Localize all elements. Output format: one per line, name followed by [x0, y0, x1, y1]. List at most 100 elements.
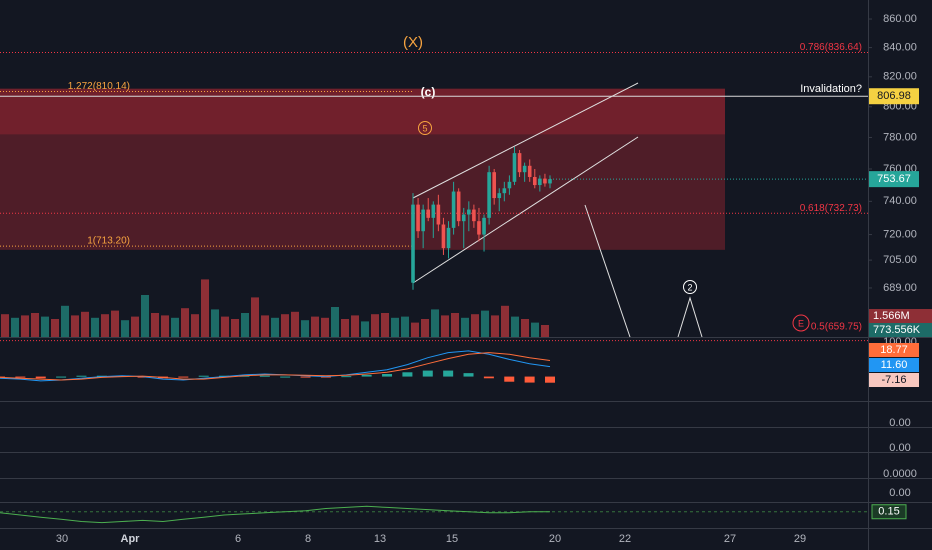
- price-tag-label: 753.67: [877, 173, 911, 185]
- candle-body: [538, 178, 542, 186]
- x-tick-label: 15: [446, 533, 458, 545]
- candle-body: [446, 227, 451, 249]
- candle-body: [532, 176, 537, 186]
- macd-hist: [239, 375, 250, 377]
- fib-label: 0.618(732.73): [800, 203, 862, 214]
- macd-tag: [869, 343, 919, 357]
- macd-hist: [178, 376, 189, 378]
- fib-label: 1.272(810.14): [68, 81, 130, 92]
- macd-hist: [463, 373, 474, 377]
- volume-tag-label: 1.566M: [873, 310, 910, 322]
- volume-bar: [101, 314, 109, 337]
- volume-bar: [41, 316, 49, 337]
- candle-body: [522, 165, 527, 173]
- candle-body: [467, 209, 471, 215]
- macd-hist: [198, 375, 209, 377]
- y-tick-label: 720.00: [883, 228, 917, 240]
- x-tick-label: 30: [56, 533, 68, 545]
- y-tick-label: 705.00: [883, 254, 917, 266]
- macd-hist: [280, 376, 291, 378]
- volume-tag-label: 773.556K: [873, 324, 921, 336]
- candle-body: [441, 224, 446, 249]
- x-tick-label: 22: [619, 533, 631, 545]
- y-tick-label: 740.00: [883, 195, 917, 207]
- candle-body: [477, 221, 481, 235]
- volume-bar: [251, 297, 259, 337]
- candle-body: [543, 178, 547, 184]
- volume-bar: [31, 313, 39, 337]
- volume-bar: [401, 316, 409, 337]
- volume-bar: [281, 314, 289, 337]
- volume-bar: [441, 315, 449, 337]
- candle-body: [426, 209, 431, 218]
- volume-bar: [381, 313, 389, 337]
- y-tick-label: 780.00: [883, 131, 917, 143]
- volume-bar: [311, 316, 319, 337]
- volume-tag: [869, 309, 932, 323]
- volume-bar: [91, 317, 99, 337]
- candle-body: [512, 153, 517, 182]
- candle-body: [527, 165, 532, 177]
- volume-bar: [291, 311, 299, 337]
- volume-bar: [481, 310, 489, 337]
- wave-line: [677, 296, 703, 338]
- y-tick-label: 0.00: [889, 487, 910, 499]
- macd-line: [0, 352, 551, 381]
- macd-hist: [382, 374, 393, 377]
- volume-bar: [151, 313, 159, 337]
- fib-label: 1(713.20): [87, 236, 130, 247]
- volume-bar: [181, 308, 189, 337]
- price-tag: [869, 171, 919, 188]
- volume-bar: [521, 319, 529, 337]
- x-tick-label: 29: [794, 533, 806, 545]
- candle-body: [436, 204, 441, 225]
- osc-tag: [871, 504, 907, 520]
- wave-label: (c): [421, 85, 436, 99]
- macd-hist: [545, 376, 555, 383]
- x-tick-label: Apr: [121, 533, 141, 545]
- fib-label: 0.786(836.64): [800, 42, 862, 53]
- channel-upper: [412, 82, 639, 199]
- volume-bar: [61, 305, 69, 337]
- volume-bar: [421, 319, 429, 337]
- macd-hist: [259, 375, 270, 377]
- volume-bar: [321, 317, 329, 337]
- wave-line: [584, 204, 631, 338]
- macd-tag-label: 18.77: [880, 344, 908, 356]
- wave-circle: [792, 314, 810, 332]
- volume-bar: [331, 307, 339, 337]
- macd-hist: [422, 370, 433, 377]
- wave-label: 2: [687, 282, 692, 292]
- volume-bar: [171, 317, 179, 337]
- wave-circle: [418, 121, 432, 135]
- macd-tag: [869, 358, 919, 372]
- macd-hist: [524, 376, 535, 383]
- candle-body: [517, 153, 522, 173]
- wave-label: E: [798, 318, 804, 328]
- volume-tag: [869, 323, 932, 337]
- volume-bar: [371, 314, 379, 337]
- macd-hist: [504, 376, 515, 382]
- candle-body: [507, 181, 512, 189]
- volume-bar: [211, 309, 219, 337]
- candle-body: [497, 193, 502, 199]
- candle-body: [461, 214, 466, 222]
- macd-hist: [341, 376, 352, 378]
- volume-bar: [241, 313, 249, 337]
- candle-body: [502, 188, 507, 194]
- invalidation-text: Invalidation?: [800, 83, 862, 95]
- volume-bar: [501, 305, 509, 337]
- volume-bar: [1, 314, 9, 337]
- y-tick-label: 0.00: [889, 442, 910, 454]
- volume-bar: [491, 315, 499, 337]
- volume-bar: [261, 315, 269, 337]
- volume-bar: [431, 309, 439, 337]
- macd-hist: [483, 376, 494, 379]
- x-tick-label: 13: [374, 533, 386, 545]
- wave-label: (X): [403, 34, 423, 51]
- volume-bar: [201, 279, 209, 337]
- y-tick-label: 840.00: [883, 41, 917, 53]
- volume-bar: [161, 315, 169, 337]
